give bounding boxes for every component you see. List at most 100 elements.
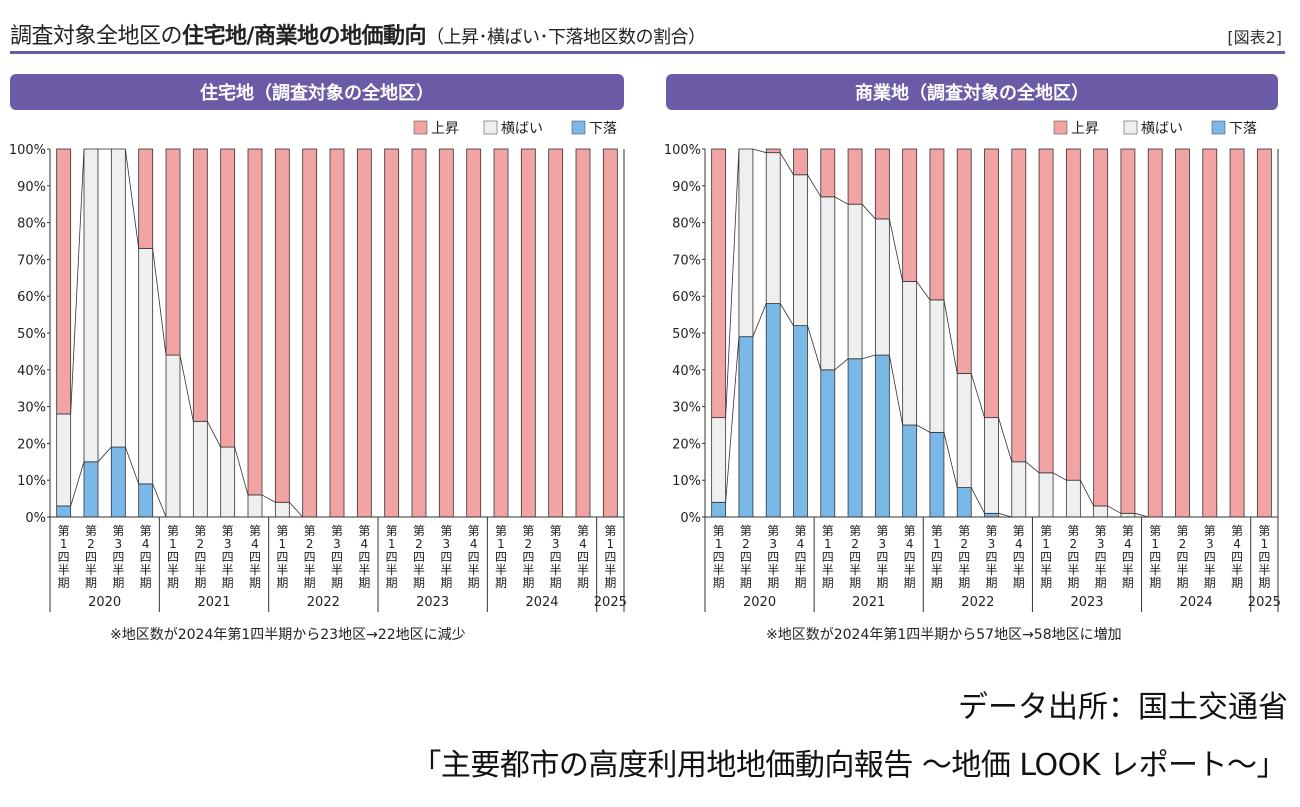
residential-chart-title: 住宅地（調査対象の全地区） xyxy=(10,74,624,110)
x-tick-label: 3 xyxy=(224,537,232,551)
x-tick-label: 半 xyxy=(85,563,97,577)
year-label: 2025 xyxy=(1248,595,1281,610)
bar-segment-flat xyxy=(274,501,290,518)
x-tick-label: 第 xyxy=(413,524,425,538)
y-tick-label: 100% xyxy=(664,143,701,158)
x-tick-label: 1 xyxy=(1261,537,1269,551)
bar-segment-up xyxy=(192,148,208,422)
legend-label: 下落 xyxy=(589,121,617,137)
y-tick-label: 40% xyxy=(17,364,46,379)
x-tick-label: 半 xyxy=(1176,563,1188,577)
x-tick-label: 第 xyxy=(112,524,124,538)
bar-segment-down xyxy=(820,369,836,518)
x-tick-label: 四 xyxy=(386,550,398,564)
x-tick-label: 第 xyxy=(604,524,616,538)
year-label: 2023 xyxy=(1070,595,1103,610)
connector-line xyxy=(70,461,85,507)
x-tick-label: 3 xyxy=(115,537,123,551)
x-tick-label: 半 xyxy=(304,563,316,577)
connector-line xyxy=(752,303,767,337)
y-tick-label: 30% xyxy=(17,401,46,416)
x-tick-label: 第 xyxy=(1258,524,1270,538)
x-tick-label: 四 xyxy=(194,550,206,564)
x-tick-label: 四 xyxy=(468,550,480,564)
x-tick-label: 四 xyxy=(112,550,124,564)
x-tick-label: 2 xyxy=(851,537,859,551)
x-tick-label: 4 xyxy=(1233,537,1241,551)
x-tick-label: 第 xyxy=(577,524,589,538)
x-tick-label: 期 xyxy=(577,576,589,590)
bar-segment-up xyxy=(329,148,345,518)
bar-segment-up xyxy=(274,148,290,503)
x-tick-label: 四 xyxy=(577,550,589,564)
x-tick-label: 4 xyxy=(797,537,805,551)
legend-label: 下落 xyxy=(1229,121,1257,137)
x-tick-label: 四 xyxy=(822,550,834,564)
x-tick-label: 4 xyxy=(906,537,914,551)
x-tick-label: 2 xyxy=(306,537,314,551)
title-bold: 住宅地/商業地の地価動向 xyxy=(182,24,427,49)
x-tick-label: 半 xyxy=(794,563,806,577)
bar-segment-flat xyxy=(1093,505,1109,518)
x-tick-label: 第 xyxy=(985,524,997,538)
x-tick-label: 期 xyxy=(550,576,562,590)
x-tick-label: 四 xyxy=(794,550,806,564)
bar-segment-flat xyxy=(765,152,781,304)
x-tick-label: 期 xyxy=(495,576,507,590)
bar-segment-flat xyxy=(138,247,154,485)
title-prefix: 調査対象全地区の xyxy=(10,24,183,49)
bar-segment-up xyxy=(466,148,482,518)
bar-segment-flat xyxy=(56,413,72,507)
x-tick-label: 四 xyxy=(876,550,888,564)
x-tick-label: 1 xyxy=(607,537,615,551)
y-tick-label: 80% xyxy=(672,217,701,232)
x-tick-label: 1 xyxy=(1042,537,1050,551)
report-name: 「主要都市の高度利用地地価動向報告 ～地価 LOOK レポート～」 xyxy=(411,748,1286,783)
bar-segment-flat xyxy=(110,148,126,448)
x-tick-label: 半 xyxy=(550,563,562,577)
bar-segment-flat xyxy=(1120,512,1136,518)
x-tick-label: 期 xyxy=(304,576,316,590)
figure-number: [図表2] xyxy=(1227,28,1282,47)
legend-label: 上昇 xyxy=(1071,121,1099,137)
x-tick-label: 期 xyxy=(1067,576,1079,590)
x-tick-label: 第 xyxy=(767,524,779,538)
x-tick-label: 第 xyxy=(440,524,452,538)
bar-segment-up xyxy=(1202,148,1218,518)
x-tick-label: 4 xyxy=(361,537,369,551)
x-tick-label: 半 xyxy=(249,563,261,577)
y-tick-label: 0% xyxy=(25,511,46,526)
y-tick-label: 60% xyxy=(672,290,701,305)
x-tick-label: 第 xyxy=(958,524,970,538)
x-tick-label: 半 xyxy=(604,563,616,577)
legend-swatch xyxy=(483,120,498,135)
bar-segment-up xyxy=(384,148,400,518)
x-tick-label: 第 xyxy=(740,524,752,538)
connector-line xyxy=(861,354,876,360)
legend-swatch xyxy=(1123,120,1138,135)
x-tick-label: 期 xyxy=(958,576,970,590)
bar-segment-down xyxy=(929,431,945,518)
x-tick-label: 期 xyxy=(931,576,943,590)
x-tick-label: 2 xyxy=(1179,537,1187,551)
figure-title: 調査対象全地区の住宅地/商業地の地価動向（上昇･横ばい･下落地区数の割合） xyxy=(10,18,706,50)
year-label: 2022 xyxy=(961,595,994,610)
legend-swatch xyxy=(1053,120,1068,135)
bar-segment-up xyxy=(247,148,263,496)
x-tick-label: 期 xyxy=(413,576,425,590)
x-tick-label: 四 xyxy=(985,550,997,564)
x-tick-label: 第 xyxy=(495,524,507,538)
x-tick-label: 期 xyxy=(1095,576,1107,590)
x-tick-label: 第 xyxy=(1149,524,1161,538)
bar-segment-flat xyxy=(902,281,918,426)
x-tick-label: 期 xyxy=(58,576,70,590)
bar-segment-up xyxy=(1011,148,1027,463)
x-tick-label: 四 xyxy=(958,550,970,564)
connector-line xyxy=(779,303,794,326)
x-tick-label: 四 xyxy=(1013,550,1025,564)
connector-line xyxy=(943,432,958,488)
connector-line xyxy=(152,248,167,356)
x-tick-label: 第 xyxy=(249,524,261,538)
x-tick-label: 2 xyxy=(415,537,423,551)
connector-line xyxy=(1080,480,1094,507)
